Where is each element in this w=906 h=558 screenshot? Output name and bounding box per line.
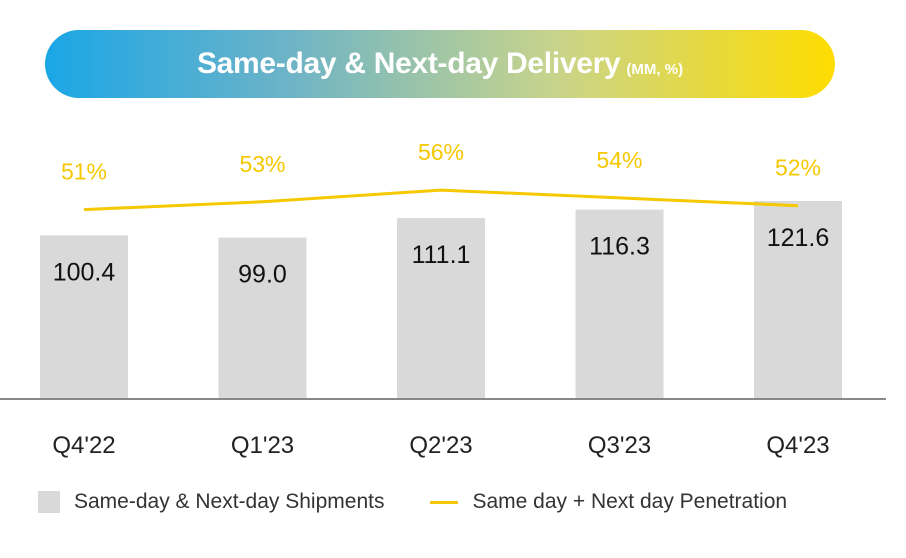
x-axis-ticks: Q4'22 Q1'23 Q2'23 Q3'23 Q4'23 (52, 432, 829, 459)
penetration-value-label: 56% (418, 139, 464, 165)
penetration-value-label: 52% (775, 155, 821, 181)
bar (397, 218, 485, 398)
bar-value-label: 116.3 (589, 233, 650, 261)
x-tick-label: Q4'22 (52, 432, 115, 459)
chart-title-unit: (MM, %) (626, 60, 684, 78)
legend-line-label: Same day + Next day Penetration (472, 490, 788, 513)
bar-value-label: 121.6 (767, 224, 830, 252)
x-tick-label: Q2'23 (409, 432, 472, 459)
legend-line-swatch (430, 500, 459, 504)
penetration-value-label: 54% (596, 147, 642, 173)
penetration-value-label: 51% (61, 159, 107, 185)
penetration-value-label: 53% (239, 151, 285, 177)
chart-title: Same-day & Next-day Delivery (196, 47, 621, 80)
legend: Same-day & Next-day Shipments Same day +… (38, 488, 787, 516)
x-tick-label: Q1'23 (231, 432, 294, 459)
bar-series: 100.4 99.0 111.1 116.3 121.6 (40, 201, 842, 398)
x-tick-label: Q4'23 (766, 432, 829, 459)
bar (754, 201, 842, 398)
chart-title-banner: Same-day & Next-day Delivery (MM, %) (45, 30, 835, 98)
bar-value-label: 100.4 (53, 258, 116, 286)
penetration-series: 51% 53% 56% 54% 52% (61, 139, 821, 212)
legend-bar-label: Same-day & Next-day Shipments (74, 490, 385, 513)
bar (218, 237, 307, 398)
bar (40, 235, 128, 398)
x-tick-label: Q3'23 (588, 432, 651, 459)
bar-value-label: 111.1 (412, 241, 471, 269)
bar (575, 209, 664, 398)
penetration-line (83, 188, 799, 212)
bar-value-label: 99.0 (238, 261, 287, 289)
legend-bar-swatch (38, 491, 60, 513)
